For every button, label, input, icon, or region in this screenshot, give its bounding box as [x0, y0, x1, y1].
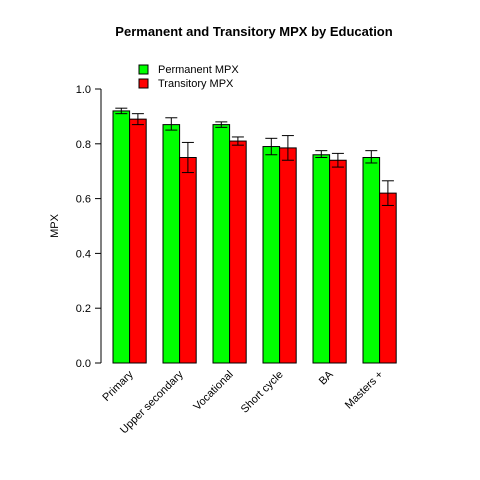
bar-permanent [362, 157, 381, 364]
legend-swatch [138, 78, 149, 89]
y-tick-label: 0.4 [76, 248, 91, 260]
bars [112, 110, 397, 364]
bar-permanent [212, 124, 231, 364]
x-tick-label: Masters + [343, 369, 386, 412]
bar-permanent [112, 110, 131, 364]
bar-permanent [162, 124, 181, 364]
y-tick-label: 0.0 [76, 358, 91, 370]
y-axis-label: MPX [49, 213, 61, 238]
x-tick-label: Vocational [191, 369, 235, 413]
legend-label: Transitory MPX [158, 78, 234, 90]
bar-transitory [179, 157, 197, 364]
error-bar [231, 136, 244, 146]
bar-transitory [129, 118, 147, 364]
legend: Permanent MPX Transitory MPX [138, 64, 239, 90]
error-bar [265, 137, 278, 156]
x-tick-label: Short cycle [239, 369, 286, 416]
y-tick-label: 0.2 [76, 303, 91, 315]
error-bar [281, 135, 294, 161]
error-bars [115, 107, 394, 206]
error-bar [131, 113, 144, 126]
y-tick-label: 0.8 [76, 139, 91, 151]
error-bar [365, 150, 378, 164]
bar-permanent [262, 146, 281, 364]
bar-transitory [279, 147, 297, 364]
bar-transitory [379, 192, 397, 364]
error-bar [331, 152, 344, 168]
error-bar [315, 150, 328, 158]
bar-transitory [229, 140, 247, 364]
bar-permanent [312, 154, 331, 364]
chart-title: Permanent and Transitory MPX by Educatio… [115, 24, 392, 39]
legend-swatch [138, 64, 149, 75]
error-bar [215, 121, 228, 128]
error-bar [115, 107, 128, 115]
y-tick-label: 0.6 [76, 194, 91, 206]
x-tick-label: BA [317, 368, 336, 387]
error-bar [381, 180, 394, 206]
y-axis: 0.0 0.2 0.4 0.6 0.8 1.0 [76, 84, 102, 370]
legend-label: Permanent MPX [158, 64, 239, 76]
y-tick-label: 1.0 [76, 84, 91, 96]
bar-transitory [329, 159, 347, 364]
error-bar [181, 141, 194, 174]
error-bar [165, 117, 178, 131]
x-tick-label: Primary [100, 368, 136, 404]
